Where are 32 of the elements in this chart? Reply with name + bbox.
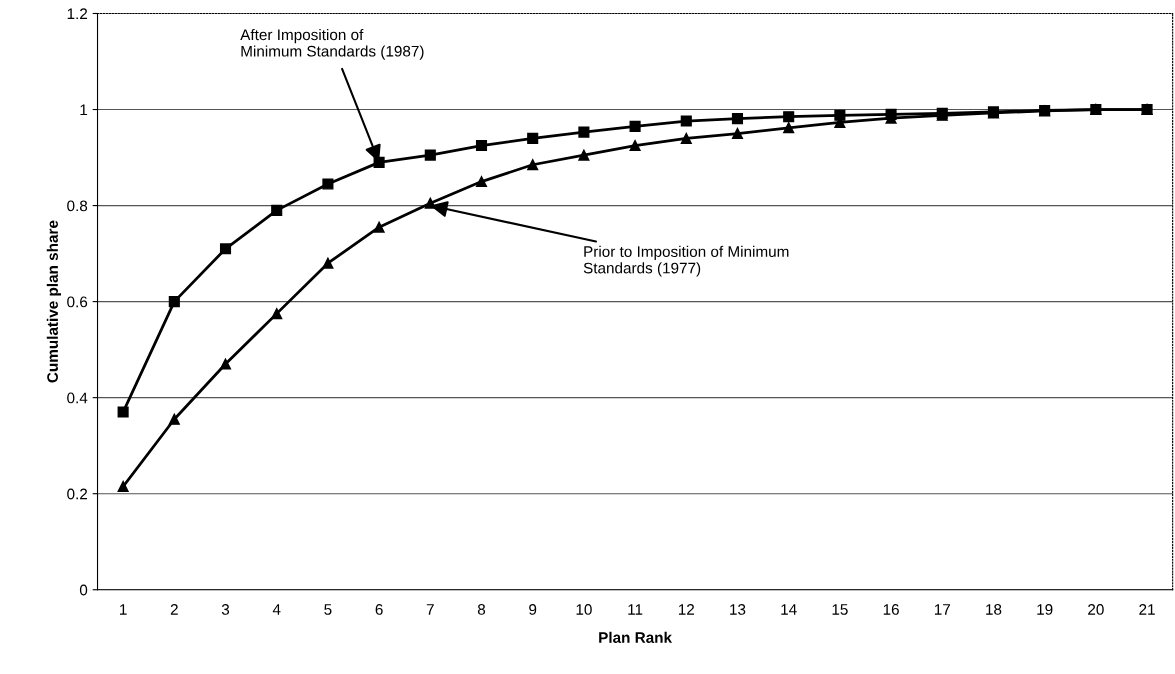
x-tick-label: 9 — [529, 604, 537, 615]
y-tick-label: 0.6 — [67, 296, 88, 308]
x-tick-label: 7 — [426, 604, 434, 615]
annotation: Prior to Imposition of Minimum Standards (1977) — [583, 245, 789, 277]
x-tick-label: 13 — [730, 604, 746, 615]
x-tick-label: 8 — [477, 604, 486, 615]
x-tick-label: 4 — [272, 604, 281, 615]
x-tick-label: 20 — [1088, 604, 1104, 615]
x-tick-label: 6 — [375, 604, 383, 615]
x-tick-label: 14 — [781, 604, 797, 615]
x-tick-label: 5 — [324, 604, 332, 615]
x-tick-label: 2 — [170, 604, 178, 615]
x-tick-label: 10 — [576, 604, 592, 615]
y-tick-label: 0.8 — [67, 200, 88, 212]
x-axis-title: Plan Rank — [599, 631, 673, 643]
x-tick-label: 1 — [120, 604, 127, 615]
y-axis-title: Cumulative plan share — [46, 220, 62, 383]
y-tick-label: 1 — [80, 104, 88, 116]
x-tick-label: 12 — [678, 604, 695, 615]
x-tick-label: 16 — [883, 604, 899, 615]
y-tick-label: 0.2 — [67, 488, 88, 500]
annotation: After Imposition of Minimum Standards (1987) — [240, 28, 424, 60]
y-tick-label: 0.4 — [67, 392, 88, 404]
x-tick-label: 15 — [832, 604, 848, 615]
x-tick-label: 3 — [221, 604, 230, 615]
x-tick-label: 17 — [934, 604, 950, 615]
x-tick-label: 11 — [628, 604, 643, 615]
x-tick-label: 21 — [1139, 604, 1155, 615]
y-tick-label: 1.2 — [67, 8, 88, 20]
x-tick-label: 19 — [1037, 604, 1053, 615]
y-tick-label: 0 — [79, 584, 88, 596]
x-tick-label: 18 — [986, 604, 1002, 615]
